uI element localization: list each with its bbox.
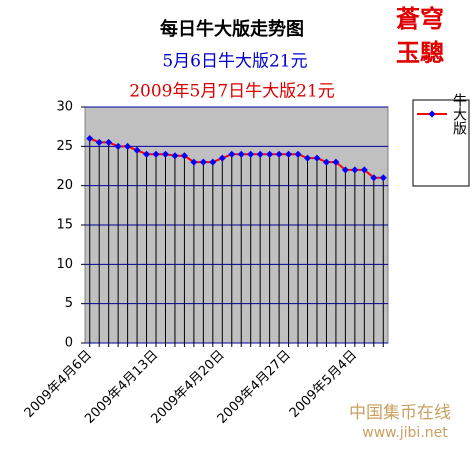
marker [95,138,103,146]
marker [313,154,321,162]
marker [199,158,207,166]
legend-label: 牛大版 [451,93,467,136]
marker [190,158,198,166]
watermark: 中国集币在线 [349,403,451,423]
marker [266,150,274,158]
marker [209,158,217,166]
marker [133,146,141,154]
marker [152,150,160,158]
marker [304,154,312,162]
marker [180,152,188,160]
marker [360,166,368,174]
y-tick-label: 30 [56,100,73,115]
marker [285,150,293,158]
marker [171,152,179,160]
chart-subtitle: 5月6日牛大版21元 [162,52,307,72]
logo: 蒼穹 [396,5,444,33]
y-tick-label: 0 [65,336,73,351]
marker [341,166,349,174]
marker [161,150,169,158]
y-tick-label: 10 [56,257,73,272]
y-tick-label: 25 [56,139,73,154]
chart-title: 每日牛大版走势图 [160,18,304,40]
y-tick-label: 15 [56,218,73,233]
marker [332,158,340,166]
legend-marker [428,110,436,118]
marker [218,154,226,162]
y-tick-label: 20 [56,178,73,193]
marker [228,150,236,158]
marker [143,150,151,158]
marker [124,142,132,150]
marker [247,150,255,158]
marker [294,150,302,158]
marker [322,158,330,166]
marker [256,150,264,158]
marker [379,174,387,182]
chart-subtitle: 2009年5月7日牛大版21元 [129,82,335,102]
marker [86,134,94,142]
marker [105,138,113,146]
marker [370,174,378,182]
y-tick-label: 5 [65,296,73,311]
watermark: www.jibi.net [362,425,448,441]
logo: 玉驄 [396,39,444,67]
marker [237,150,245,158]
marker [114,142,122,150]
marker [275,150,283,158]
marker [351,166,359,174]
